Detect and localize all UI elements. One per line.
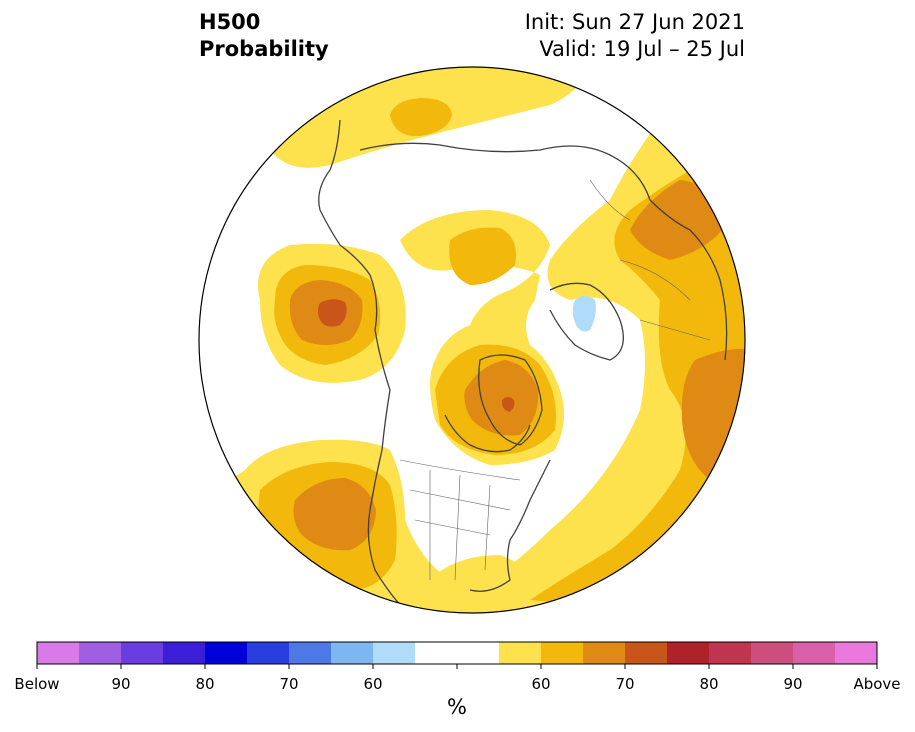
polar-probability-map — [198, 66, 746, 614]
colorbar-tick-label: 60 — [363, 675, 383, 693]
colorbar-cell — [793, 642, 836, 664]
prob-region-east-orange-north — [630, 180, 730, 260]
border-asia-countries — [589, 179, 711, 341]
valid-date: Valid: 19 Jul – 25 Jul — [539, 37, 745, 61]
title-line-2: Probability — [199, 37, 329, 61]
coastline-alaska — [318, 119, 391, 391]
colorbar-cell — [457, 642, 500, 664]
prob-region-north-gold — [390, 98, 452, 137]
colorbar — [36, 641, 878, 669]
colorbar-tick-label: 80 — [699, 675, 719, 693]
prob-region-southwest-orange — [293, 478, 376, 551]
map-title: H500 Probability — [199, 9, 329, 63]
prob-region-arctic-gold — [449, 227, 516, 285]
coastline-north-america-east — [469, 459, 551, 592]
colorbar-tick-label: Above — [853, 675, 901, 693]
colorbar-cell — [331, 642, 374, 664]
coastlines — [318, 119, 728, 611]
colorbar-cells — [37, 642, 878, 664]
colorbar-tick-label: 70 — [615, 675, 635, 693]
state-borders — [399, 179, 711, 581]
coastline-asia-north — [359, 142, 651, 201]
forecast-dates: Init: Sun 27 Jun 2021 Valid: 19 Jul – 25… — [525, 9, 745, 63]
prob-region-greenland-orange — [464, 360, 539, 436]
colorbar-cell — [37, 642, 80, 664]
colorbar-tick-label: 90 — [111, 675, 131, 693]
colorbar-cell — [583, 642, 626, 664]
init-date: Init: Sun 27 Jun 2021 — [524, 10, 745, 34]
prob-region-gulf-yellow — [430, 555, 530, 613]
colorbar-cell — [121, 642, 164, 664]
prob-region-greenland-red — [501, 397, 515, 412]
colorbar-tick-label: Below — [14, 675, 60, 693]
coastline-europe — [549, 282, 624, 361]
colorbar-cell — [751, 642, 794, 664]
colorbar-cell — [667, 642, 710, 664]
coastline-hudson-bay — [444, 414, 531, 453]
colorbar-cell — [499, 642, 542, 664]
map-boundary — [198, 66, 746, 614]
title-line-1: H500 — [199, 10, 261, 34]
colorbar-cell — [415, 642, 458, 664]
colorbar-tick-label: 70 — [279, 675, 299, 693]
prob-region-below-blue — [572, 296, 596, 332]
colorbar-ticks — [36, 664, 878, 669]
colorbar-tick-label: 90 — [783, 675, 803, 693]
colorbar-tick-label: 80 — [195, 675, 215, 693]
probability-shading — [230, 67, 745, 613]
colorbar-cell — [247, 642, 290, 664]
colorbar-cell — [163, 642, 206, 664]
colorbar-cell — [625, 642, 668, 664]
colorbar-cell — [205, 642, 248, 664]
coastline-north-america-west — [367, 389, 406, 611]
coastline-greenland — [478, 354, 543, 446]
colorbar-cell — [835, 642, 878, 664]
colorbar-cell — [79, 642, 122, 664]
colorbar-cell — [373, 642, 416, 664]
border-us-states-1 — [409, 470, 511, 581]
colorbar-cell — [709, 642, 752, 664]
border-us-canada — [399, 459, 521, 481]
colorbar-unit: % — [447, 695, 467, 719]
colorbar-tick-label: 60 — [531, 675, 551, 693]
coastline-asia-east — [649, 199, 728, 361]
colorbar-cell — [541, 642, 584, 664]
colorbar-cell — [289, 642, 332, 664]
prob-region-pacific-red — [318, 299, 347, 327]
